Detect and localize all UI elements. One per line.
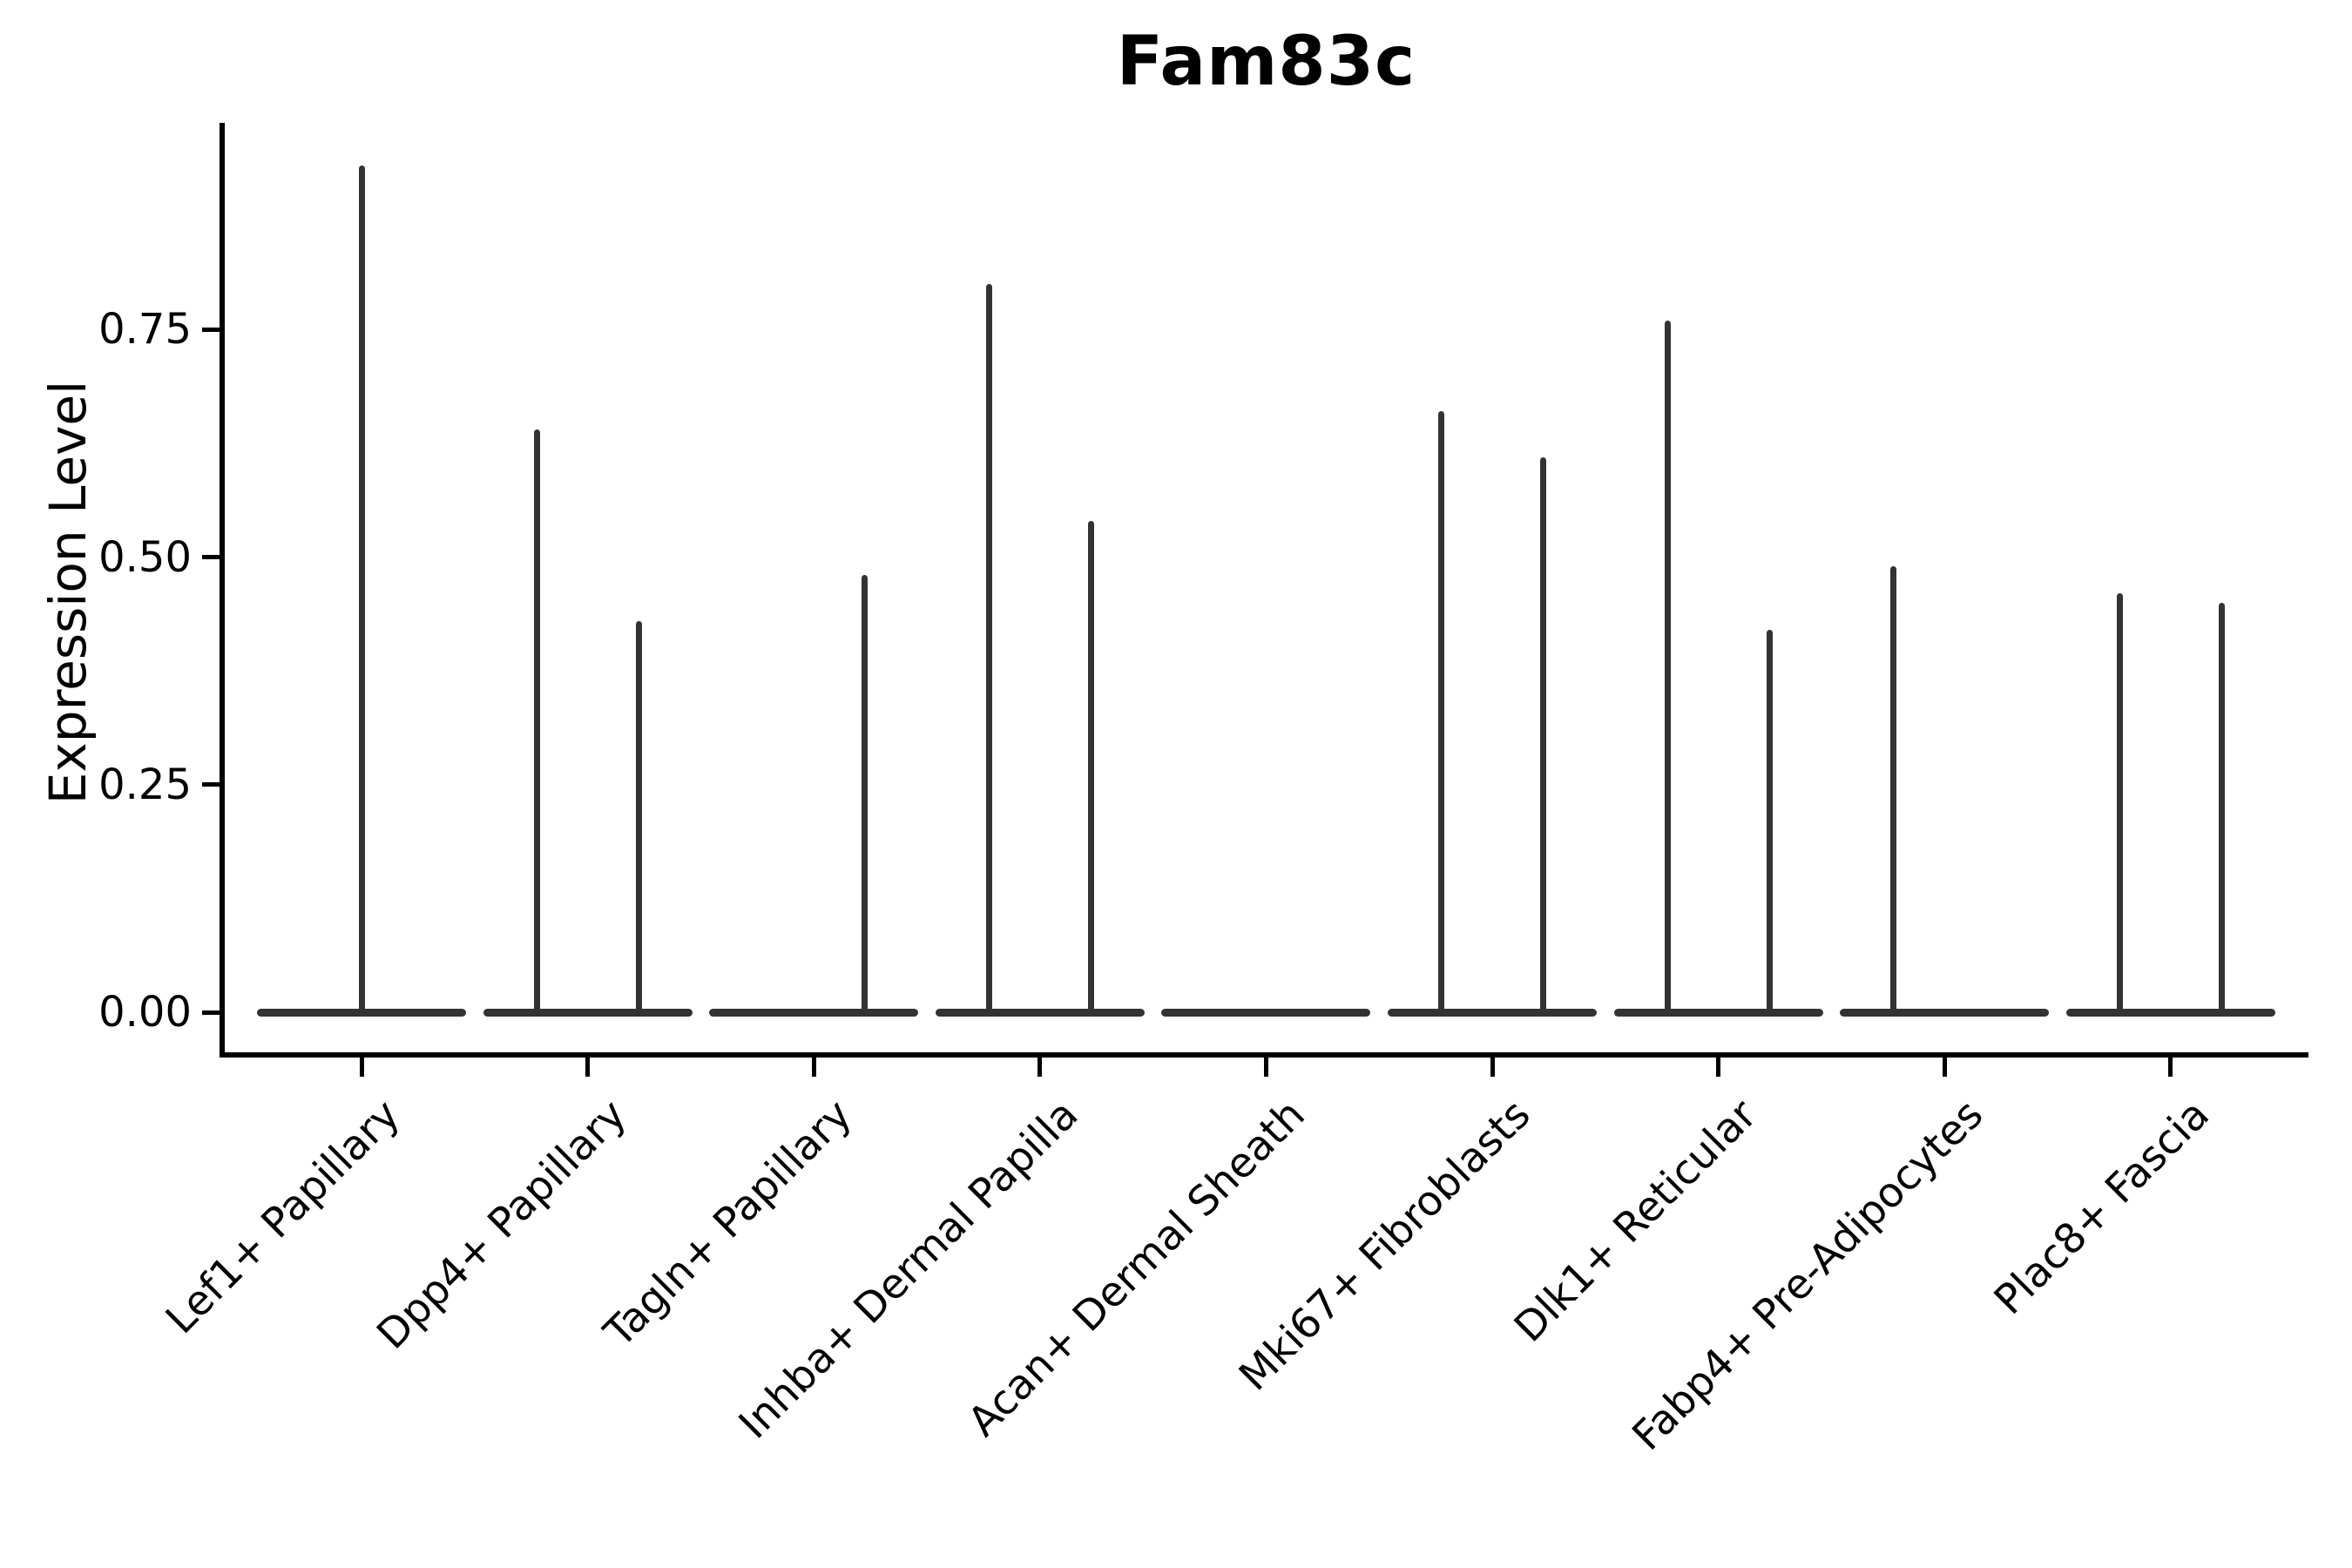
x-tick (1716, 1058, 1721, 1077)
violin-spike (985, 284, 992, 1012)
violin-base (709, 1008, 919, 1017)
x-tick (811, 1058, 816, 1077)
violin-base (1613, 1008, 1823, 1017)
x-tick (1263, 1058, 1268, 1077)
y-tick (202, 1010, 221, 1015)
x-tick (1037, 1058, 1043, 1077)
violin-spike (2116, 593, 2123, 1012)
violin-spike (533, 429, 540, 1012)
x-tick (1490, 1058, 1495, 1077)
x-tick-label: Plac8+ Fascia (1984, 1091, 2219, 1324)
x-tick-label: Dpp4+ Papillary (367, 1091, 636, 1359)
violin-base (483, 1008, 693, 1017)
y-tick (202, 782, 221, 787)
violin-spike (1540, 456, 1546, 1012)
violin-spike (2218, 602, 2225, 1012)
y-tick-label: 0.75 (98, 305, 192, 355)
x-tick (585, 1058, 591, 1077)
x-tick-label: Tagln+ Papillary (595, 1091, 862, 1357)
y-tick-label: 0.50 (98, 532, 192, 582)
violin-base (2065, 1008, 2275, 1017)
y-tick (202, 327, 221, 332)
x-tick (1942, 1058, 1947, 1077)
violin-spike (1087, 520, 1094, 1012)
x-tick (2168, 1058, 2173, 1077)
violin-spike (358, 166, 365, 1012)
violin-spike (1664, 320, 1671, 1012)
chart-title: Fam83c (1116, 23, 1416, 101)
violin-spike (862, 575, 868, 1012)
x-axis-spine (220, 1052, 2308, 1058)
x-tick (359, 1058, 364, 1077)
y-axis-label: Expression Level (38, 380, 98, 805)
violin-spike (635, 620, 642, 1012)
violin-base (935, 1008, 1145, 1017)
violin-base (1388, 1008, 1597, 1017)
x-tick-label: Dlk1+ Reticular (1505, 1091, 1767, 1352)
y-tick-label: 0.25 (98, 760, 192, 809)
violin-spike (1766, 630, 1773, 1012)
y-tick-label: 0.00 (98, 988, 192, 1037)
y-tick (202, 555, 221, 559)
violin-spike (1890, 565, 1897, 1012)
y-axis-spine (220, 123, 225, 1058)
violin-base (1161, 1008, 1371, 1017)
violin-base (1840, 1008, 2050, 1017)
x-tick-label: Lef1+ Papillary (156, 1091, 409, 1343)
violin-spike (1438, 411, 1444, 1012)
violin-base (257, 1008, 466, 1017)
